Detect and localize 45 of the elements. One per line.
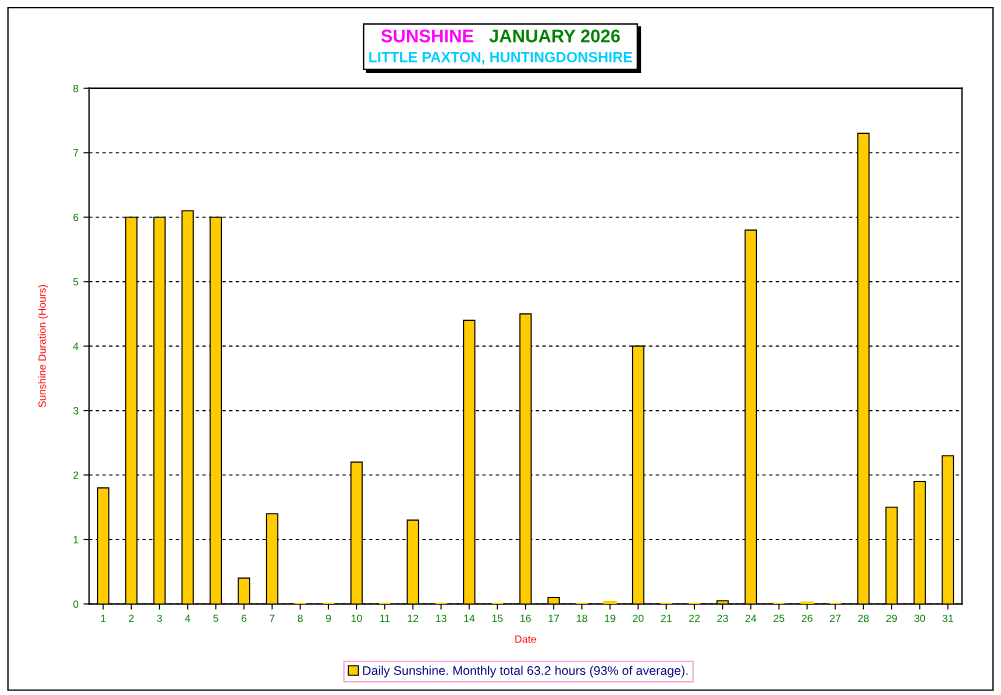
x-tick-label: 15 xyxy=(492,614,503,623)
x-tick-label: 18 xyxy=(576,614,588,623)
x-axis-title: Date xyxy=(515,635,537,643)
y-tick-label: 8 xyxy=(73,84,79,93)
x-tick-label: 5 xyxy=(213,614,219,623)
x-tick-label: 21 xyxy=(661,614,672,622)
x-tick-label: 27 xyxy=(829,614,841,622)
x-tick-label: 3 xyxy=(156,614,162,623)
x-tick-label: 16 xyxy=(520,614,531,623)
y-tick-label: 2 xyxy=(73,471,79,479)
chart-subtitle: LITTLE PAXTON, HUNTINGDONSHIRE xyxy=(369,51,633,65)
x-tick-label: 4 xyxy=(184,614,191,622)
x-tick-label: 1 xyxy=(101,614,106,622)
y-tick-label: 3 xyxy=(73,407,79,415)
x-tick-label: 31 xyxy=(942,614,954,623)
x-tick-label: 26 xyxy=(801,614,813,623)
chart-title: SUNSHINE JANUARY 2026 xyxy=(381,29,620,43)
x-tick-label: 10 xyxy=(351,614,362,623)
x-tick-label: 17 xyxy=(548,614,559,622)
y-tick-label: 1 xyxy=(73,536,79,544)
x-tick-label: 22 xyxy=(689,614,700,622)
x-tick-label: 9 xyxy=(326,614,331,623)
x-tick-label: 24 xyxy=(745,614,757,622)
x-tick-label: 6 xyxy=(241,614,247,623)
x-tick-label: 29 xyxy=(886,614,897,623)
y-tick-label: 5 xyxy=(73,278,79,286)
x-tick-label: 20 xyxy=(632,614,644,623)
x-tick-label: 19 xyxy=(605,614,616,623)
y-tick-label: 4 xyxy=(73,342,79,350)
x-tick-label: 13 xyxy=(436,614,447,623)
y-tick-label: 0 xyxy=(73,600,79,608)
legend-label: Daily Sunshine. Monthly total 63.2 hours (93% of average). xyxy=(363,665,688,678)
x-tick-label: 11 xyxy=(380,614,390,622)
y-tick-label: 7 xyxy=(73,149,79,157)
x-tick-label: 25 xyxy=(773,614,785,623)
x-tick-label: 8 xyxy=(297,614,303,623)
y-tick-label: 6 xyxy=(73,213,79,222)
x-tick-label: 30 xyxy=(914,614,926,623)
x-tick-label: 2 xyxy=(128,614,134,622)
y-axis-title: Sunshine Duration (Hours) xyxy=(38,285,48,408)
x-tick-label: 14 xyxy=(464,614,475,622)
x-tick-label: 28 xyxy=(858,614,869,623)
x-tick-label: 12 xyxy=(407,614,419,622)
x-tick-label: 7 xyxy=(269,614,275,622)
x-tick-label: 23 xyxy=(717,614,728,623)
